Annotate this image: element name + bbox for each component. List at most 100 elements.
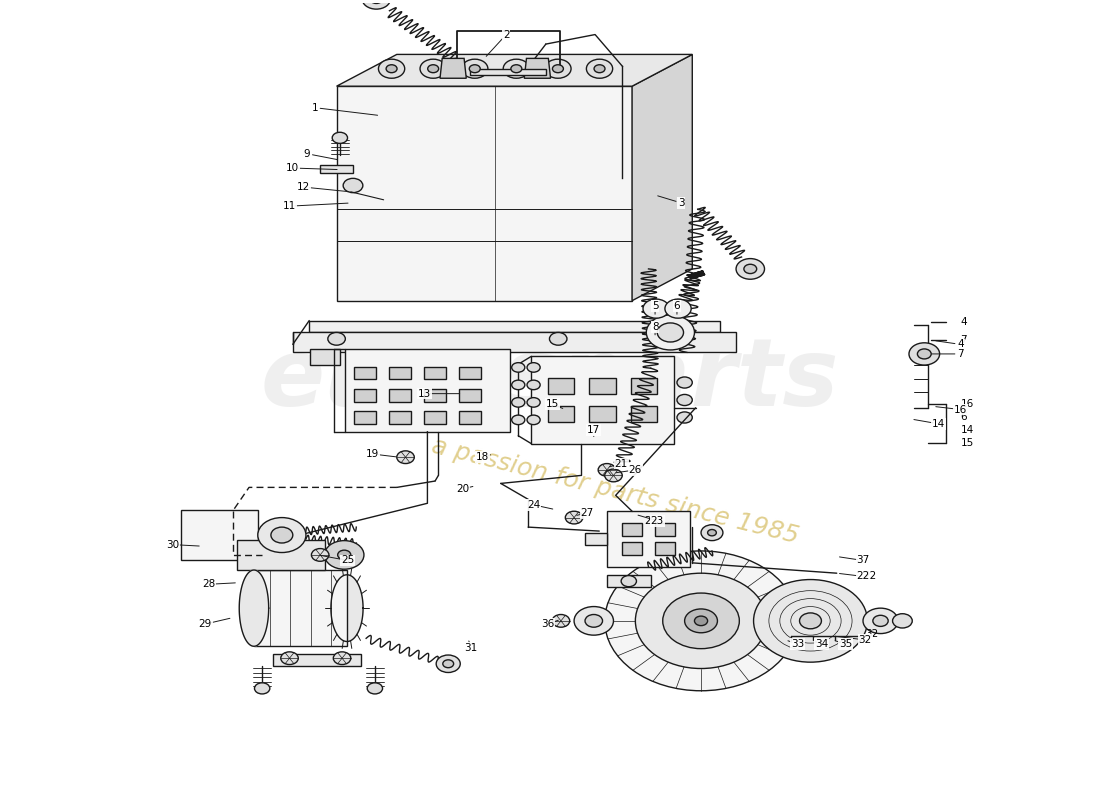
Circle shape — [367, 683, 383, 694]
Circle shape — [437, 655, 460, 673]
Text: 14: 14 — [932, 419, 945, 429]
Text: 20: 20 — [455, 484, 469, 494]
Text: 34: 34 — [815, 639, 828, 649]
Text: 3: 3 — [678, 198, 684, 208]
Text: 23: 23 — [650, 516, 664, 526]
Polygon shape — [320, 165, 353, 173]
Circle shape — [754, 579, 868, 662]
Polygon shape — [345, 349, 509, 432]
Text: 10: 10 — [286, 163, 299, 173]
Circle shape — [332, 132, 348, 143]
Circle shape — [362, 0, 390, 9]
Text: 7: 7 — [960, 335, 967, 346]
Circle shape — [512, 380, 525, 390]
Circle shape — [420, 59, 447, 78]
Text: 31: 31 — [464, 643, 477, 653]
Circle shape — [605, 469, 623, 482]
Circle shape — [658, 323, 683, 342]
Circle shape — [512, 415, 525, 425]
Circle shape — [586, 59, 613, 78]
Circle shape — [428, 65, 439, 73]
Text: 29: 29 — [199, 619, 212, 629]
Polygon shape — [656, 542, 674, 555]
Text: 6: 6 — [960, 413, 967, 422]
Circle shape — [574, 606, 614, 635]
Polygon shape — [632, 54, 692, 301]
Polygon shape — [354, 366, 376, 379]
Text: 22: 22 — [864, 571, 877, 582]
Text: 12: 12 — [297, 182, 310, 192]
Polygon shape — [590, 378, 616, 394]
Text: 23: 23 — [644, 516, 658, 526]
Circle shape — [664, 299, 691, 318]
Circle shape — [257, 518, 306, 553]
Circle shape — [585, 614, 603, 627]
Circle shape — [552, 614, 570, 627]
Polygon shape — [331, 574, 363, 642]
Circle shape — [397, 451, 415, 463]
Polygon shape — [656, 523, 674, 536]
Circle shape — [512, 362, 525, 372]
Text: 32: 32 — [866, 630, 879, 639]
Text: 1: 1 — [311, 102, 318, 113]
Circle shape — [328, 333, 345, 345]
Polygon shape — [459, 411, 481, 424]
Polygon shape — [309, 321, 719, 333]
Text: 16: 16 — [960, 399, 974, 409]
Circle shape — [565, 511, 583, 524]
Circle shape — [684, 609, 717, 633]
Circle shape — [892, 614, 912, 628]
Text: 19: 19 — [366, 449, 379, 459]
Polygon shape — [585, 533, 607, 546]
Text: 30: 30 — [166, 539, 179, 550]
Polygon shape — [236, 540, 324, 570]
Circle shape — [462, 59, 488, 78]
Polygon shape — [354, 411, 376, 424]
Circle shape — [644, 299, 669, 318]
Polygon shape — [525, 58, 550, 78]
Text: 8: 8 — [652, 322, 659, 332]
Circle shape — [510, 65, 521, 73]
Text: 21: 21 — [615, 458, 628, 469]
Circle shape — [338, 550, 351, 560]
Text: 24: 24 — [527, 500, 540, 510]
Circle shape — [527, 415, 540, 425]
Polygon shape — [389, 366, 411, 379]
Circle shape — [676, 377, 692, 388]
Circle shape — [676, 394, 692, 406]
Text: 14: 14 — [960, 425, 974, 435]
Circle shape — [527, 380, 540, 390]
Polygon shape — [631, 378, 658, 394]
Text: 2: 2 — [503, 30, 509, 39]
Polygon shape — [631, 406, 658, 422]
Circle shape — [800, 613, 822, 629]
Circle shape — [736, 258, 764, 279]
Polygon shape — [425, 366, 446, 379]
Text: 35: 35 — [839, 639, 853, 649]
Circle shape — [512, 398, 525, 407]
Circle shape — [443, 660, 453, 668]
Text: 15: 15 — [546, 399, 559, 409]
Text: 26: 26 — [629, 465, 642, 475]
Circle shape — [621, 575, 637, 586]
Polygon shape — [607, 511, 690, 567]
Circle shape — [636, 573, 767, 669]
Polygon shape — [240, 570, 268, 646]
Circle shape — [594, 65, 605, 73]
Polygon shape — [548, 406, 574, 422]
Circle shape — [254, 683, 270, 694]
Circle shape — [271, 527, 293, 543]
Circle shape — [378, 59, 405, 78]
Polygon shape — [425, 389, 446, 402]
Circle shape — [333, 652, 351, 665]
Circle shape — [527, 362, 540, 372]
Polygon shape — [337, 86, 632, 301]
Text: eurosparts: eurosparts — [261, 334, 839, 426]
Polygon shape — [623, 542, 642, 555]
Text: 17: 17 — [587, 425, 601, 435]
Circle shape — [470, 65, 481, 73]
Circle shape — [744, 264, 757, 274]
Polygon shape — [623, 523, 642, 536]
Text: 28: 28 — [202, 579, 216, 590]
Polygon shape — [337, 54, 692, 86]
